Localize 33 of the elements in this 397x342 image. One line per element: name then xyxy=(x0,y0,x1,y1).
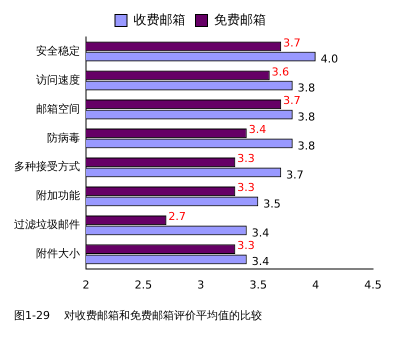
data-label: 3.7 xyxy=(283,36,301,50)
y-tick-label: 附件大小 xyxy=(36,247,80,260)
x-tick-label: 4.5 xyxy=(364,278,382,292)
data-label: 3.6 xyxy=(272,65,290,78)
data-label: 3.8 xyxy=(298,110,316,124)
caption: 图1-29 对收费邮箱和免费邮箱评价平均值的比较 xyxy=(14,308,262,322)
data-label: 3.3 xyxy=(237,181,255,194)
x-tick-label: 2.5 xyxy=(134,278,152,292)
y-tick-label: 安全稳定 xyxy=(36,44,80,58)
data-label: 3.4 xyxy=(248,123,266,136)
y-tick-label: 多种接受方式 xyxy=(14,160,80,174)
x-tick-label: 4 xyxy=(312,278,320,292)
data-label: 3.8 xyxy=(298,81,316,94)
data-label: 4.0 xyxy=(320,52,338,66)
x-tick-label: 2 xyxy=(82,278,90,292)
legend-label: 免费邮箱 xyxy=(214,12,266,28)
data-label: 3.7 xyxy=(286,168,304,182)
x-tick-label: 3.5 xyxy=(249,278,267,292)
x-tick-label: 3 xyxy=(197,278,204,292)
data-label: 3.3 xyxy=(237,152,255,166)
data-label: 2.7 xyxy=(168,210,186,224)
y-tick-label: 邮箱空间 xyxy=(36,102,80,116)
legend-label: 收费邮箱 xyxy=(134,12,186,28)
y-tick-label: 过滤垃圾邮件 xyxy=(14,218,80,232)
y-tick-label: 访问速度 xyxy=(36,73,80,86)
data-label: 3.5 xyxy=(263,197,281,210)
data-label: 3.4 xyxy=(252,226,270,240)
data-label: 3.4 xyxy=(252,255,270,268)
data-label: 3.8 xyxy=(298,139,316,152)
data-label: 3.7 xyxy=(283,94,301,108)
y-tick-label: 附加功能 xyxy=(36,189,80,202)
y-tick-label: 防病毒 xyxy=(47,131,80,144)
data-label: 3.3 xyxy=(237,239,255,252)
